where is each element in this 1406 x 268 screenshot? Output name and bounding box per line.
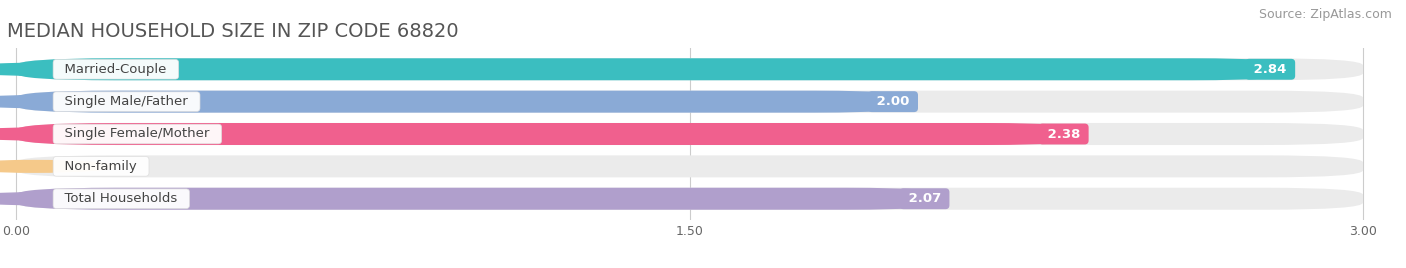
Circle shape [0, 161, 115, 172]
Text: Non-family: Non-family [56, 160, 146, 173]
FancyBboxPatch shape [15, 91, 1362, 113]
Text: Source: ZipAtlas.com: Source: ZipAtlas.com [1258, 8, 1392, 21]
FancyBboxPatch shape [15, 91, 914, 113]
Text: 2.07: 2.07 [904, 192, 945, 205]
Circle shape [0, 128, 115, 140]
Circle shape [0, 193, 115, 204]
FancyBboxPatch shape [15, 58, 1362, 80]
Text: MEDIAN HOUSEHOLD SIZE IN ZIP CODE 68820: MEDIAN HOUSEHOLD SIZE IN ZIP CODE 68820 [7, 22, 458, 41]
FancyBboxPatch shape [15, 188, 1362, 210]
FancyBboxPatch shape [15, 123, 1362, 145]
Text: 2.38: 2.38 [1043, 128, 1084, 140]
Text: Married-Couple: Married-Couple [56, 63, 176, 76]
FancyBboxPatch shape [15, 123, 1084, 145]
FancyBboxPatch shape [15, 58, 1291, 80]
Text: Total Households: Total Households [56, 192, 186, 205]
Text: 0.00: 0.00 [70, 160, 103, 173]
FancyBboxPatch shape [15, 155, 1362, 177]
Circle shape [0, 96, 115, 107]
Text: 2.84: 2.84 [1249, 63, 1291, 76]
Circle shape [0, 64, 115, 75]
Text: 2.00: 2.00 [872, 95, 914, 108]
Text: Single Male/Father: Single Male/Father [56, 95, 197, 108]
Text: Single Female/Mother: Single Female/Mother [56, 128, 218, 140]
FancyBboxPatch shape [15, 188, 945, 210]
